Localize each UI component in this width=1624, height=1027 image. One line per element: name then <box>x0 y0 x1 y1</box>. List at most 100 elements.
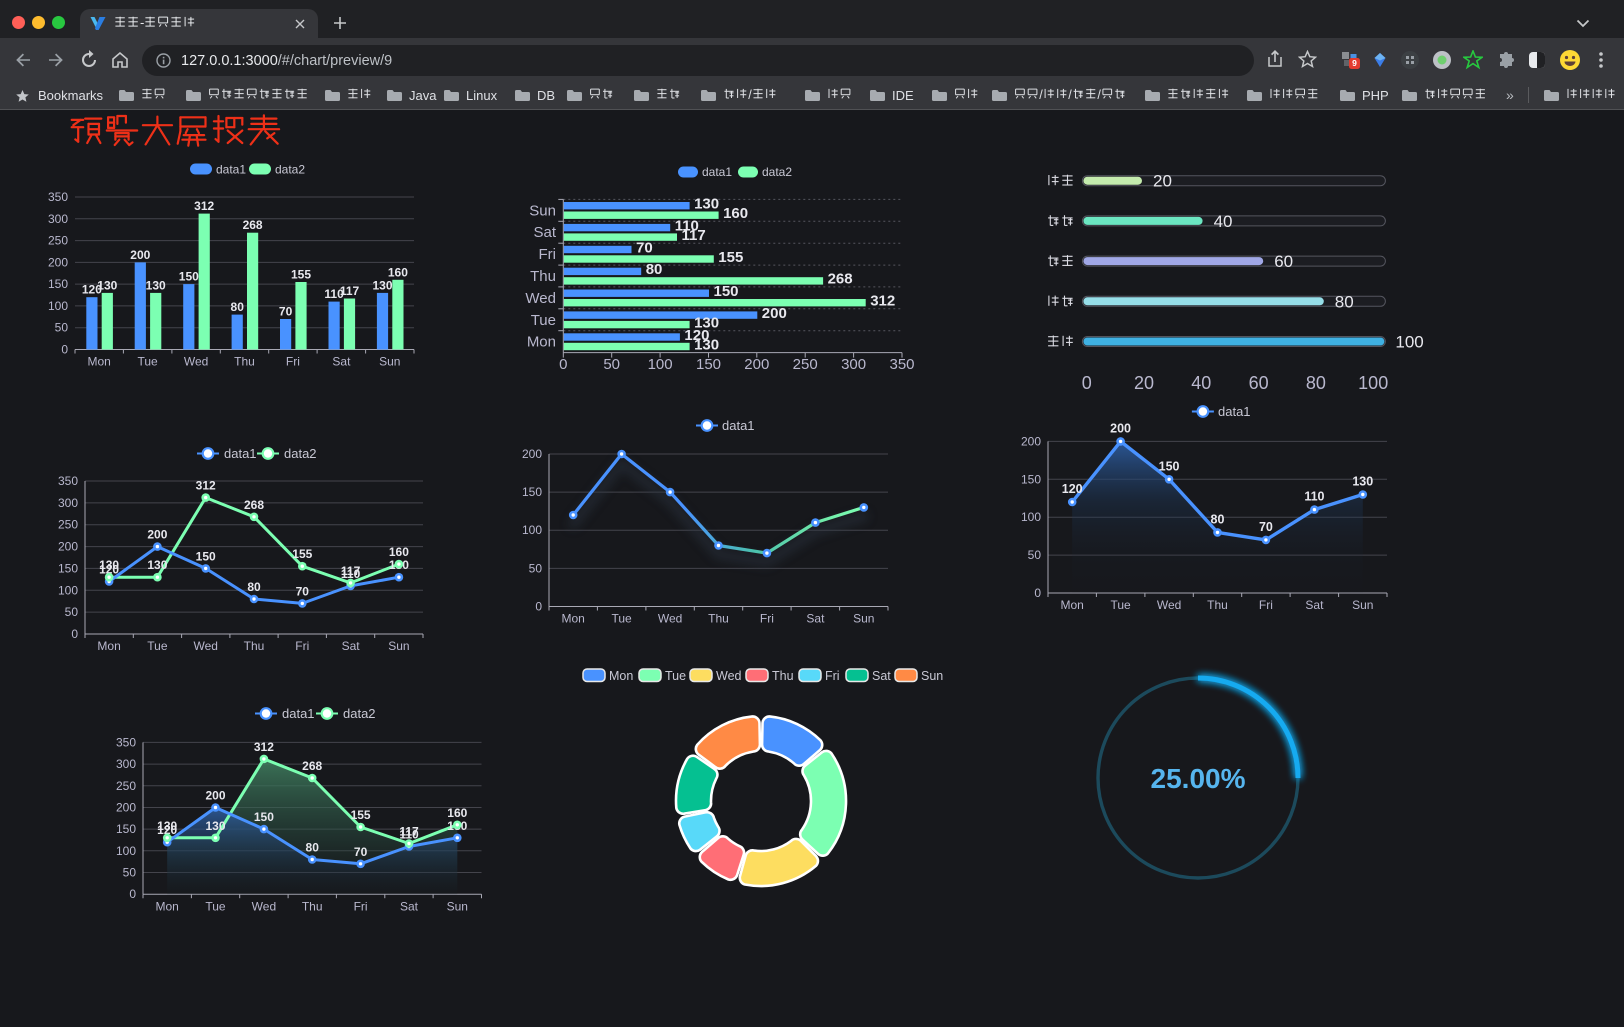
svg-text:Thu: Thu <box>708 612 729 626</box>
svg-text:155: 155 <box>718 249 743 266</box>
svg-text:100: 100 <box>1021 510 1041 524</box>
svg-text:Mon: Mon <box>88 355 111 369</box>
svg-text:250: 250 <box>58 518 78 532</box>
svg-text:Fri: Fri <box>354 900 368 914</box>
svg-text:130: 130 <box>205 819 225 833</box>
svg-text:Mon: Mon <box>609 669 633 683</box>
svg-text:data2: data2 <box>343 706 376 721</box>
svg-text:130: 130 <box>694 336 719 353</box>
svg-text:Wed: Wed <box>716 669 742 683</box>
svg-text:350: 350 <box>116 735 136 749</box>
svg-text:150: 150 <box>196 549 216 563</box>
svg-text:60: 60 <box>1249 373 1269 393</box>
svg-text:Sat: Sat <box>533 224 556 241</box>
svg-text:350: 350 <box>889 356 914 373</box>
svg-text:100: 100 <box>1358 373 1388 393</box>
svg-text:Mon: Mon <box>97 639 120 653</box>
svg-text:Thu: Thu <box>234 355 255 369</box>
svg-text:50: 50 <box>65 605 79 619</box>
svg-text:Thu: Thu <box>244 639 265 653</box>
svg-text:268: 268 <box>302 759 322 773</box>
svg-text:100: 100 <box>648 356 673 373</box>
svg-text:Tue: Tue <box>665 669 686 683</box>
svg-text:Fri: Fri <box>539 246 557 263</box>
svg-text:Sat: Sat <box>1305 598 1324 612</box>
svg-text:160: 160 <box>723 205 748 222</box>
svg-text:110: 110 <box>341 567 361 581</box>
svg-text:200: 200 <box>744 356 769 373</box>
svg-text:312: 312 <box>196 479 216 493</box>
svg-text:70: 70 <box>636 239 653 256</box>
svg-text:160: 160 <box>447 806 467 820</box>
svg-text:40: 40 <box>1191 373 1211 393</box>
svg-text:Sun: Sun <box>447 900 468 914</box>
svg-text:160: 160 <box>388 265 408 279</box>
svg-text:200: 200 <box>1021 434 1041 448</box>
svg-text:Fri: Fri <box>1259 598 1273 612</box>
svg-text:data1: data1 <box>282 706 315 721</box>
svg-text:20: 20 <box>1153 172 1172 191</box>
svg-text:80: 80 <box>1306 373 1326 393</box>
svg-text:155: 155 <box>291 268 311 282</box>
svg-text:Sun: Sun <box>388 639 409 653</box>
svg-text:120: 120 <box>157 823 177 837</box>
svg-text:110: 110 <box>324 287 344 301</box>
svg-text:200: 200 <box>48 255 68 269</box>
svg-text:Mon: Mon <box>562 612 585 626</box>
svg-text:Mon: Mon <box>1061 598 1084 612</box>
svg-text:Sun: Sun <box>379 355 400 369</box>
svg-text:312: 312 <box>254 740 274 754</box>
svg-text:80: 80 <box>231 300 245 314</box>
svg-text:Sat: Sat <box>342 639 361 653</box>
svg-text:130: 130 <box>389 558 409 572</box>
svg-text:100: 100 <box>58 583 78 597</box>
svg-text:268: 268 <box>244 498 264 512</box>
svg-text:/: / <box>1068 88 1072 102</box>
svg-text:Tue: Tue <box>205 900 226 914</box>
svg-text:data1: data1 <box>722 418 755 433</box>
svg-text:250: 250 <box>793 356 818 373</box>
svg-text:130: 130 <box>694 196 719 213</box>
svg-text:70: 70 <box>1259 520 1273 534</box>
svg-text:100: 100 <box>116 844 136 858</box>
svg-text:80: 80 <box>247 580 261 594</box>
svg-text:Tue: Tue <box>137 355 158 369</box>
svg-text:200: 200 <box>522 447 542 461</box>
svg-text:Wed: Wed <box>193 639 217 653</box>
svg-text:268: 268 <box>243 218 263 232</box>
svg-text:Sun: Sun <box>853 612 874 626</box>
svg-text:20: 20 <box>1134 373 1154 393</box>
svg-text:150: 150 <box>116 822 136 836</box>
svg-text:50: 50 <box>529 561 543 575</box>
svg-text:150: 150 <box>1159 459 1180 473</box>
svg-text:/: / <box>1039 88 1043 102</box>
svg-text:Sun: Sun <box>529 202 556 219</box>
svg-text:150: 150 <box>522 485 542 499</box>
svg-text:350: 350 <box>58 474 78 488</box>
svg-text:120: 120 <box>99 563 119 577</box>
svg-text:150: 150 <box>254 810 274 824</box>
svg-text:Thu: Thu <box>302 900 323 914</box>
svg-text:0: 0 <box>129 887 136 901</box>
svg-text:120: 120 <box>82 283 102 297</box>
svg-text:200: 200 <box>147 528 167 542</box>
svg-text:110: 110 <box>399 828 419 842</box>
svg-text:data1: data1 <box>216 163 246 177</box>
svg-text:70: 70 <box>279 305 293 319</box>
svg-text:50: 50 <box>55 321 69 335</box>
svg-text:300: 300 <box>841 356 866 373</box>
svg-text:150: 150 <box>58 561 78 575</box>
svg-text:Fri: Fri <box>825 669 840 683</box>
svg-text:200: 200 <box>130 248 150 262</box>
svg-text:312: 312 <box>194 199 214 213</box>
svg-text:Sat: Sat <box>400 900 419 914</box>
svg-text:250: 250 <box>48 234 68 248</box>
svg-text:155: 155 <box>292 547 312 561</box>
svg-text:Wed: Wed <box>184 355 208 369</box>
svg-text:/: / <box>1097 88 1101 102</box>
svg-text:80: 80 <box>306 841 320 855</box>
svg-text:110: 110 <box>675 217 699 234</box>
svg-text:Sat: Sat <box>332 355 351 369</box>
svg-text:Mon: Mon <box>156 900 179 914</box>
svg-text:Thu: Thu <box>1207 598 1228 612</box>
